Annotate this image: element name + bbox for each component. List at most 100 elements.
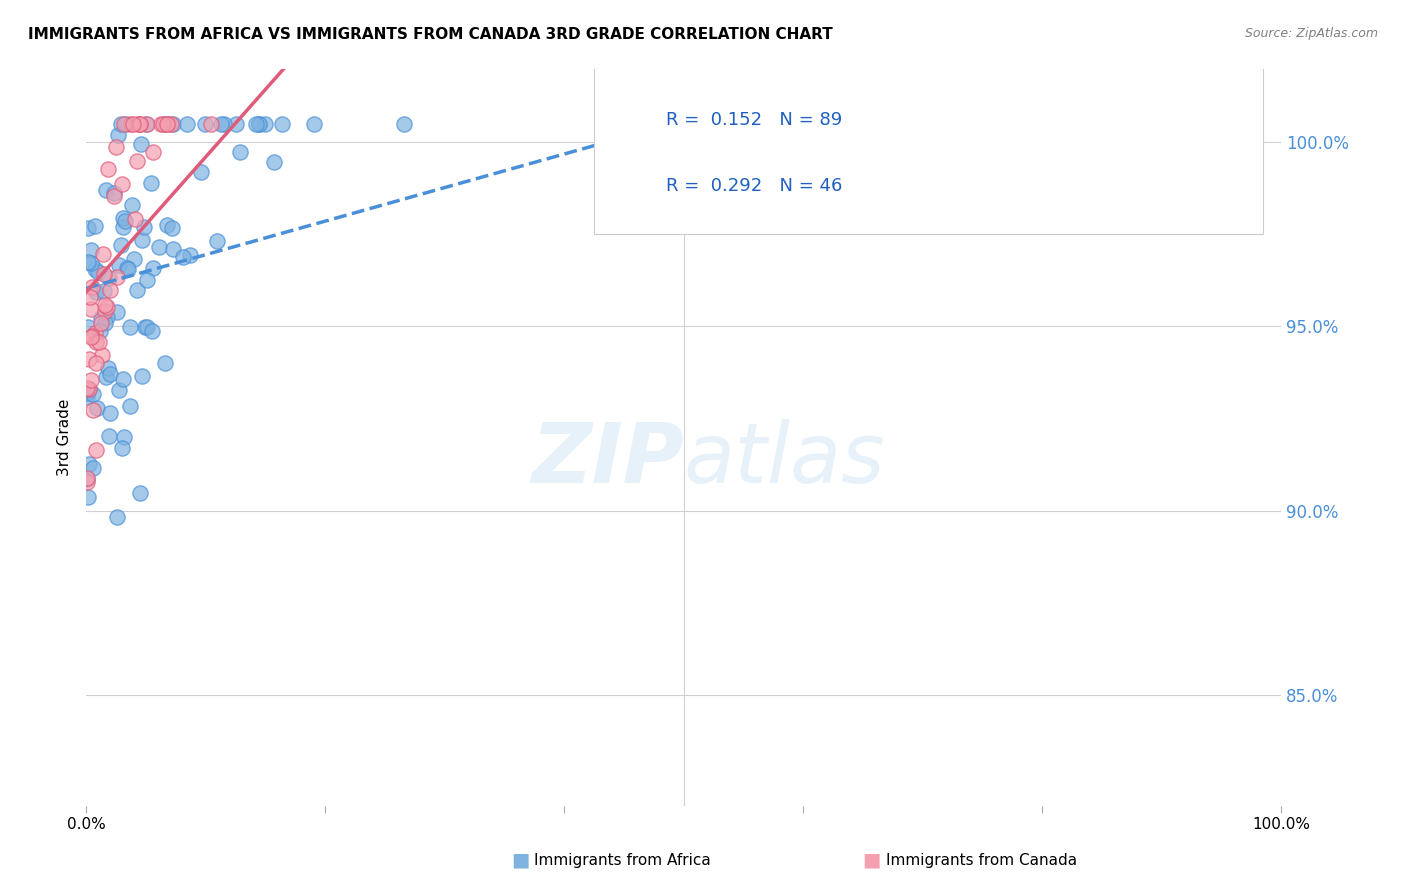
Point bbox=[134, 319, 156, 334]
Point bbox=[97, 360, 120, 375]
Point bbox=[77, 255, 100, 269]
Point bbox=[114, 214, 136, 228]
Point bbox=[79, 382, 101, 396]
Point bbox=[84, 285, 107, 300]
Point bbox=[87, 334, 110, 349]
Point bbox=[135, 117, 157, 131]
Point bbox=[121, 197, 143, 211]
Point bbox=[149, 117, 172, 131]
Point bbox=[80, 373, 103, 387]
Point bbox=[93, 285, 115, 299]
Point bbox=[89, 325, 111, 339]
Point bbox=[117, 262, 139, 277]
Point bbox=[120, 399, 142, 413]
Point bbox=[111, 177, 134, 191]
Point bbox=[97, 162, 120, 177]
Point bbox=[94, 316, 117, 330]
Point bbox=[209, 117, 232, 131]
Point bbox=[107, 128, 129, 142]
Text: ZIP: ZIP bbox=[531, 418, 683, 500]
Point bbox=[79, 290, 101, 304]
Text: IMMIGRANTS FROM AFRICA VS IMMIGRANTS FROM CANADA 3RD GRADE CORRELATION CHART: IMMIGRANTS FROM AFRICA VS IMMIGRANTS FRO… bbox=[28, 27, 832, 42]
FancyBboxPatch shape bbox=[609, 96, 657, 144]
Point bbox=[96, 310, 118, 324]
Point bbox=[179, 248, 201, 262]
Point bbox=[131, 233, 153, 247]
Point bbox=[162, 242, 184, 256]
Point bbox=[77, 351, 100, 366]
Point bbox=[87, 265, 110, 279]
Point bbox=[263, 155, 285, 169]
Point bbox=[98, 283, 121, 297]
Point bbox=[194, 117, 217, 131]
Point bbox=[172, 250, 194, 264]
Point bbox=[80, 243, 103, 257]
Point bbox=[124, 212, 146, 227]
Point bbox=[394, 117, 416, 131]
Point bbox=[79, 256, 101, 270]
Point bbox=[254, 117, 277, 131]
Point bbox=[94, 370, 117, 384]
Point bbox=[127, 117, 149, 131]
Point bbox=[129, 486, 152, 500]
Point bbox=[76, 472, 98, 486]
Point bbox=[86, 401, 108, 415]
Point bbox=[112, 211, 135, 226]
Point bbox=[122, 252, 145, 267]
Point bbox=[103, 189, 125, 203]
Point bbox=[82, 329, 104, 343]
Point bbox=[83, 326, 105, 340]
Point bbox=[271, 117, 294, 131]
FancyBboxPatch shape bbox=[609, 163, 657, 210]
Point bbox=[100, 406, 122, 420]
Point bbox=[93, 267, 115, 281]
Point bbox=[141, 324, 163, 338]
Point bbox=[82, 461, 104, 475]
Text: atlas: atlas bbox=[683, 418, 886, 500]
Point bbox=[200, 117, 222, 131]
Point bbox=[148, 240, 170, 254]
Point bbox=[107, 383, 129, 397]
Point bbox=[110, 117, 132, 131]
Point bbox=[155, 219, 177, 233]
Point bbox=[93, 298, 115, 312]
Point bbox=[247, 117, 270, 131]
Point bbox=[212, 117, 235, 131]
Point bbox=[76, 381, 98, 395]
Text: Source: ZipAtlas.com: Source: ZipAtlas.com bbox=[1244, 27, 1378, 40]
Point bbox=[156, 117, 179, 131]
Point bbox=[108, 258, 131, 272]
Point bbox=[82, 402, 104, 417]
Text: ■: ■ bbox=[862, 850, 882, 869]
Point bbox=[132, 219, 155, 234]
Point bbox=[247, 117, 270, 131]
Point bbox=[83, 219, 105, 233]
Point bbox=[153, 117, 176, 131]
Point bbox=[153, 355, 176, 369]
Point bbox=[304, 117, 326, 131]
Point bbox=[190, 164, 212, 178]
Point bbox=[96, 183, 118, 197]
Point bbox=[76, 319, 98, 334]
Point bbox=[142, 261, 165, 276]
Point bbox=[105, 140, 128, 154]
Point bbox=[91, 247, 114, 261]
Point bbox=[98, 429, 121, 443]
Point bbox=[135, 117, 157, 131]
Point bbox=[159, 117, 181, 131]
Point bbox=[77, 458, 100, 472]
Point bbox=[152, 117, 174, 131]
Text: Immigrants from Canada: Immigrants from Canada bbox=[886, 854, 1077, 868]
Point bbox=[229, 145, 252, 159]
Point bbox=[94, 304, 117, 318]
Point bbox=[141, 177, 163, 191]
Point bbox=[110, 237, 132, 252]
Point bbox=[98, 367, 121, 381]
Point bbox=[96, 301, 118, 315]
Point bbox=[112, 219, 135, 234]
Point bbox=[120, 117, 142, 131]
Point bbox=[162, 221, 184, 235]
Text: R =  0.292   N = 46: R = 0.292 N = 46 bbox=[665, 178, 842, 195]
Point bbox=[76, 386, 98, 401]
Point bbox=[103, 186, 125, 200]
